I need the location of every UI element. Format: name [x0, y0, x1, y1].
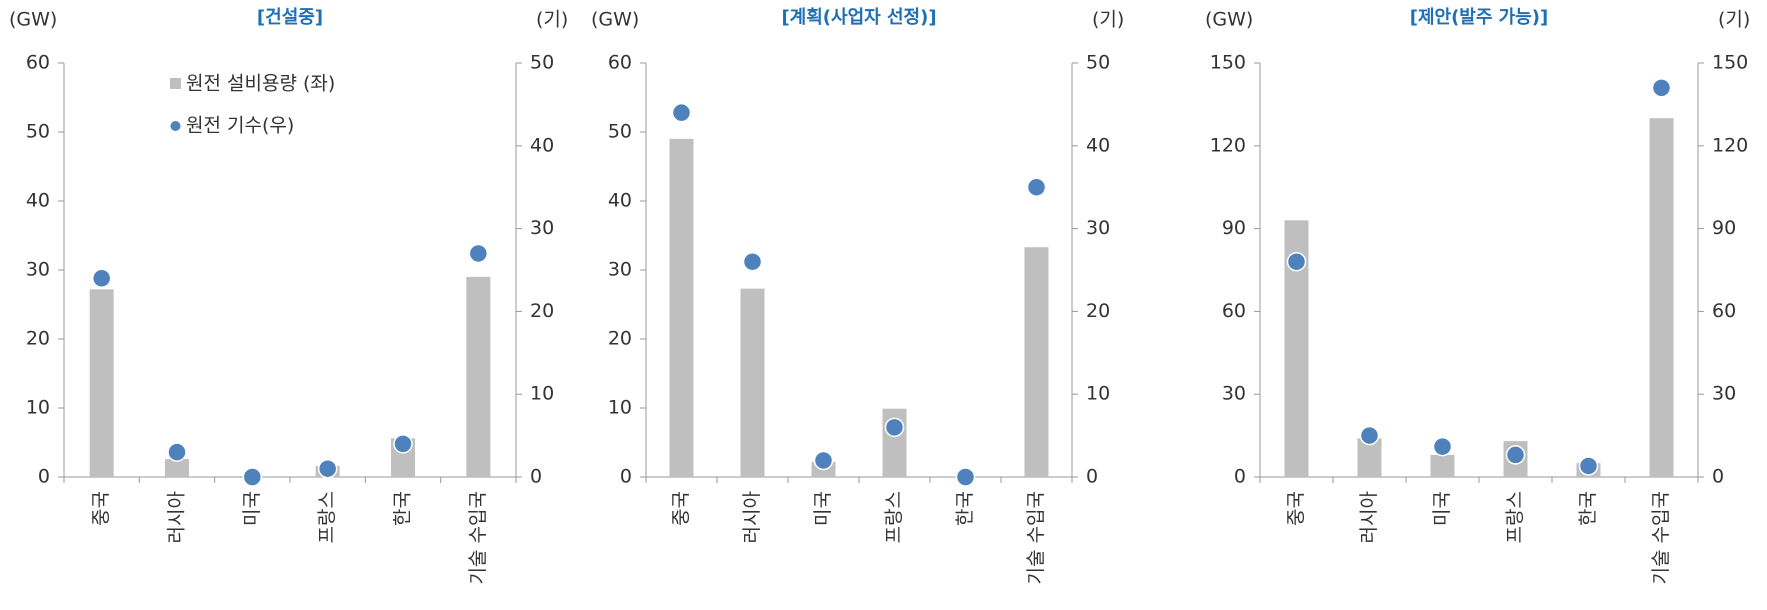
chart-title: [건설중]	[257, 7, 323, 28]
x-tick-label: 미국	[1431, 491, 1453, 526]
y-tick-label: 0	[38, 466, 50, 488]
y-axis-label: (GW)	[9, 9, 57, 31]
y2-tick-label: 150	[1712, 52, 1748, 74]
x-tick-label: 미국	[812, 491, 834, 526]
y2-axis-label: (기)	[1092, 9, 1124, 31]
legend-label: 원전 설비용량 (좌)	[186, 73, 335, 95]
dot	[393, 434, 413, 454]
x-tick-label: 프랑스	[883, 491, 905, 543]
y-tick-label: 150	[1210, 52, 1246, 74]
chart-title: [제안(발주 가능)]	[1410, 7, 1549, 28]
dot	[955, 467, 976, 487]
dot	[242, 467, 263, 487]
x-tick-label: 러시아	[741, 491, 763, 543]
x-tick-label: 기술 수입국	[1025, 491, 1047, 584]
y2-axis-label: (기)	[1718, 9, 1750, 31]
x-tick-label: 프랑스	[316, 491, 338, 543]
x-tick-label: 기술 수입국	[1650, 491, 1672, 584]
y-tick-label: 40	[608, 190, 632, 212]
y2-tick-label: 20	[530, 300, 554, 322]
y-tick-label: 30	[1222, 383, 1246, 405]
bar	[1024, 247, 1049, 477]
dot	[671, 102, 692, 123]
y2-tick-label: 30	[1712, 383, 1736, 405]
dot	[468, 243, 489, 264]
dot	[317, 458, 338, 479]
y-tick-label: 10	[608, 397, 632, 419]
bar	[1649, 118, 1674, 477]
y-tick-label: 60	[1222, 300, 1246, 322]
y-tick-label: 10	[26, 397, 50, 419]
dot	[813, 450, 834, 471]
dot	[1578, 456, 1599, 476]
y-tick-label: 60	[26, 52, 50, 74]
y2-tick-label: 10	[1086, 383, 1110, 405]
bar	[89, 289, 114, 477]
y-tick-label: 0	[620, 466, 632, 488]
x-tick-label: 러시아	[1358, 491, 1380, 543]
x-tick-label: 한국	[392, 491, 414, 526]
legend-label: 원전 기수(우)	[186, 115, 294, 137]
y-tick-label: 50	[608, 121, 632, 143]
y-axis-label: (GW)	[1205, 9, 1253, 31]
bar	[740, 288, 765, 477]
chart-title: [계획(사업자 선정)]	[781, 7, 936, 28]
dot	[1026, 177, 1047, 197]
y2-tick-label: 0	[1086, 466, 1098, 488]
bar	[466, 276, 491, 477]
y2-tick-label: 60	[1712, 300, 1736, 322]
y-tick-label: 40	[26, 190, 50, 212]
dot	[1505, 445, 1526, 465]
dot	[884, 417, 905, 438]
y2-tick-label: 0	[1712, 466, 1724, 488]
dot	[167, 442, 187, 462]
dot	[1432, 436, 1453, 457]
y2-tick-label: 40	[1086, 134, 1110, 156]
y-tick-label: 0	[1234, 466, 1246, 488]
x-tick-label: 한국	[954, 491, 976, 526]
dot	[1651, 78, 1672, 98]
y-tick-label: 90	[1222, 217, 1246, 239]
y2-tick-label: 90	[1712, 217, 1736, 239]
x-tick-label: 러시아	[166, 491, 188, 543]
y-tick-label: 20	[26, 328, 50, 350]
y-tick-label: 30	[608, 259, 632, 281]
y2-tick-label: 50	[1086, 52, 1110, 74]
x-tick-label: 중국	[90, 491, 112, 526]
bar	[1430, 454, 1455, 477]
y2-axis-label: (기)	[536, 9, 568, 31]
y-tick-label: 30	[26, 259, 50, 281]
y2-tick-label: 20	[1086, 300, 1110, 322]
dot	[1286, 251, 1307, 272]
y2-tick-label: 0	[530, 466, 542, 488]
y-tick-label: 50	[26, 121, 50, 143]
y-axis-label: (GW)	[591, 9, 639, 31]
x-tick-label: 중국	[670, 491, 692, 526]
y2-tick-label: 30	[530, 217, 554, 239]
y2-tick-label: 50	[530, 52, 554, 74]
y2-tick-label: 120	[1712, 134, 1748, 156]
x-tick-label: 중국	[1285, 491, 1307, 526]
x-tick-label: 한국	[1577, 491, 1599, 526]
bar	[165, 459, 189, 477]
dot	[1359, 425, 1380, 446]
dot	[742, 251, 763, 272]
legend-swatch	[170, 78, 181, 89]
y-tick-label: 60	[608, 52, 632, 74]
x-tick-label: 프랑스	[1504, 491, 1526, 543]
legend-swatch	[170, 121, 181, 131]
y2-tick-label: 10	[530, 383, 554, 405]
x-tick-label: 미국	[241, 491, 263, 526]
x-tick-label: 기술 수입국	[467, 491, 489, 584]
y2-tick-label: 30	[1086, 217, 1110, 239]
bar	[669, 138, 694, 477]
y-tick-label: 120	[1210, 134, 1246, 156]
dot	[91, 268, 112, 289]
y-tick-label: 20	[608, 328, 632, 350]
y2-tick-label: 40	[530, 134, 554, 156]
